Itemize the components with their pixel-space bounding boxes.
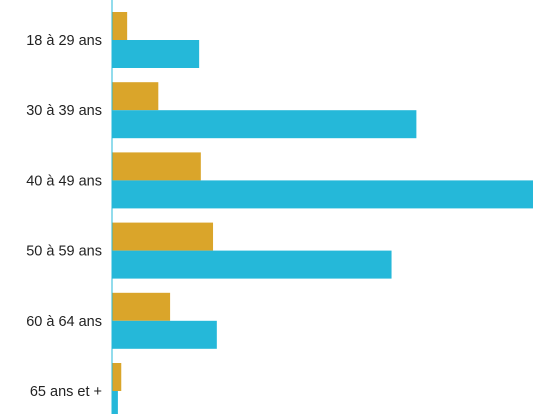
bar-blue-2 <box>112 180 533 209</box>
bar-gold-4 <box>112 292 171 321</box>
category-labels-group: 18 à 29 ans 30 à 39 ans 40 à 49 ans 50 à 59… <box>26 33 102 400</box>
category-label-2: 40 à 49 ans <box>26 173 102 189</box>
category-label-5: 65 ans et + <box>30 384 102 400</box>
bar-gold-0 <box>112 12 128 40</box>
category-label-0: 18 à 29 ans <box>26 33 102 49</box>
bar-blue-5 <box>112 391 118 414</box>
bar-gold-3 <box>112 222 214 251</box>
category-label-1: 30 à 39 ans <box>26 103 102 119</box>
bar-gold-5 <box>112 363 122 391</box>
category-label-4: 60 à 64 ans <box>26 314 102 330</box>
bars-group <box>112 12 533 414</box>
bar-gold-2 <box>112 152 201 181</box>
category-label-3: 50 à 59 ans <box>26 244 102 260</box>
bar-gold-1 <box>112 82 159 111</box>
bar-blue-4 <box>112 320 217 349</box>
bar-blue-0 <box>112 40 200 68</box>
bar-blue-1 <box>112 110 417 139</box>
bar-blue-3 <box>112 250 392 279</box>
